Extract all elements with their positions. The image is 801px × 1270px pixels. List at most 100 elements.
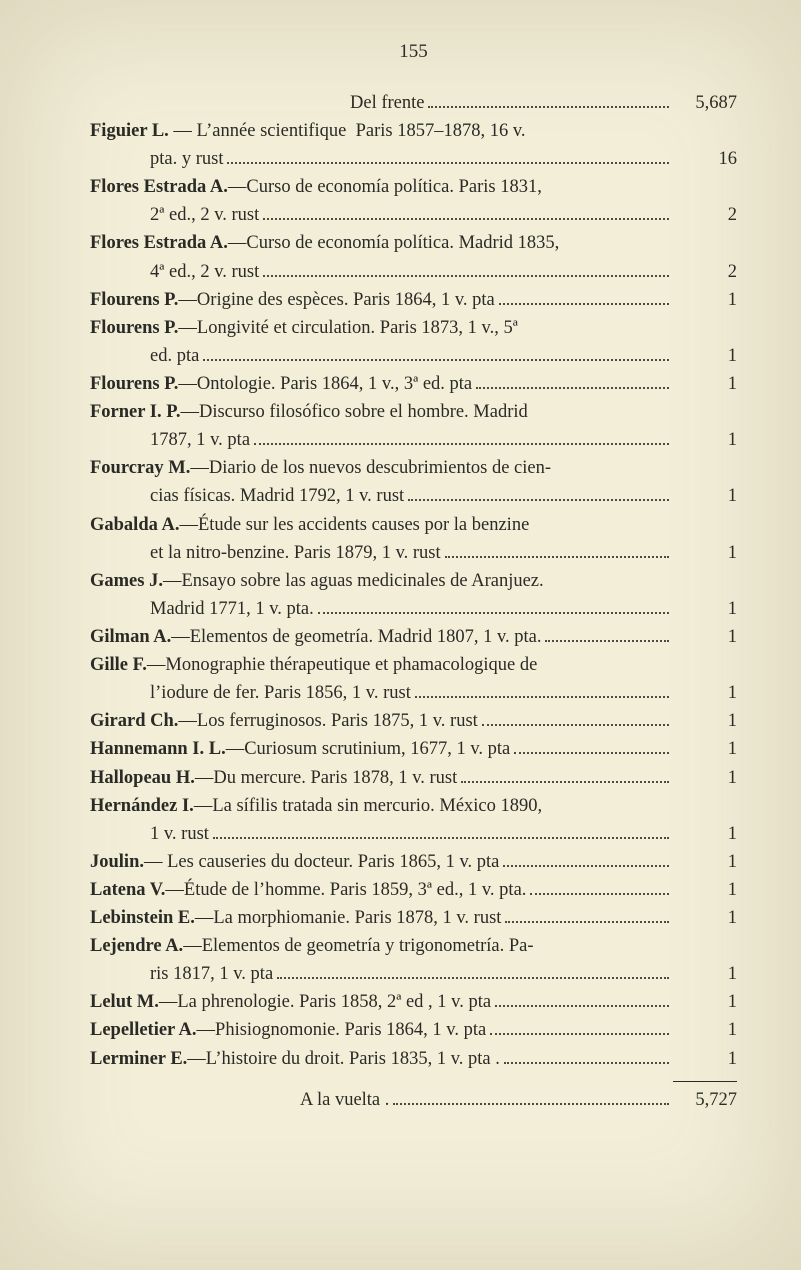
catalog-line-price: 1	[675, 960, 737, 988]
catalog-line-price: 2	[675, 201, 737, 229]
carry-over-row: A la vuelta . 5,727	[90, 1086, 737, 1114]
catalog-line-text: 2ª ed., 2 v. rust	[90, 201, 259, 229]
catalog-line-price: 16	[675, 145, 737, 173]
catalog-line-text: ris 1817, 1 v. pta	[90, 960, 273, 988]
leader-dots	[504, 1046, 669, 1064]
leader-dots	[408, 484, 669, 502]
catalog-line-text: Madrid 1771, 1 v. pta.	[90, 595, 314, 623]
catalog-line-text: Joulin.— Les causeries du docteur. Paris…	[90, 848, 499, 876]
leader-dots	[545, 624, 669, 642]
catalog-line: Hernández I.—La sífilis tratada sin merc…	[90, 792, 737, 820]
catalog-line: Girard Ch.—Los ferruginosos. Paris 1875,…	[90, 707, 737, 735]
catalog-line: Lejendre A.—Elementos de geometría y tri…	[90, 932, 737, 960]
catalog-line-price: 1	[675, 707, 737, 735]
leader-dots	[495, 990, 669, 1008]
catalog-line: 1 v. rust1	[90, 820, 737, 848]
catalog-line-text: Gilman A.—Elementos de geometría. Madrid…	[90, 623, 541, 651]
carry-over-label: A la vuelta .	[90, 1086, 389, 1114]
catalog-line: Gabalda A.—Étude sur les accidents cause…	[90, 511, 737, 539]
leader-dots	[254, 427, 669, 445]
leader-dots	[482, 709, 669, 727]
catalog-line: Joulin.— Les causeries du docteur. Paris…	[90, 848, 737, 876]
catalog-line-price: 1	[675, 735, 737, 763]
leader-dots	[203, 343, 669, 361]
catalog-line-text: Flourens P.—Ontologie. Paris 1864, 1 v.,…	[90, 370, 472, 398]
catalog-line: Madrid 1771, 1 v. pta.1	[90, 595, 737, 623]
leader-dots	[263, 259, 669, 277]
catalog-line: Flores Estrada A.—Curso de economía polí…	[90, 173, 737, 201]
catalog-line-price: 2	[675, 258, 737, 286]
catalog-line: l’iodure de fer. Paris 1856, 1 v. rust 1	[90, 679, 737, 707]
catalog-line-price: 1	[675, 679, 737, 707]
catalog-line-text: Girard Ch.—Los ferruginosos. Paris 1875,…	[90, 707, 478, 735]
carry-forward-label: Del frente	[90, 89, 424, 117]
catalog-line-text: Hannemann I. L.—Curiosum scrutinium, 167…	[90, 735, 510, 763]
catalog-line: Lerminer E.—L’histoire du droit. Paris 1…	[90, 1045, 737, 1073]
catalog-line-text: 4ª ed., 2 v. rust	[90, 258, 259, 286]
page-number: 155	[90, 38, 737, 67]
catalog-line-text: Lepelletier A.—Phisiognomonie. Paris 186…	[90, 1016, 486, 1044]
catalog-line-price: 1	[675, 848, 737, 876]
carry-forward-row: Del frente 5,687	[90, 89, 737, 117]
catalog-line-text: Lerminer E.—L’histoire du droit. Paris 1…	[90, 1045, 500, 1073]
catalog-line: Forner I. P.—Discurso filosófico sobre e…	[90, 398, 737, 426]
leader-dots	[445, 540, 669, 558]
catalog-line-text: Forner I. P.—Discurso filosófico sobre e…	[90, 398, 528, 426]
leader-dots	[476, 371, 669, 389]
catalog-line-text: Games J.—Ensayo sobre las aguas medicina…	[90, 567, 544, 595]
catalog-line-price: 1	[675, 988, 737, 1016]
catalog-line: Gille F.—Monographie thérapeutique et ph…	[90, 651, 737, 679]
leader-dots	[263, 203, 669, 221]
leader-dots	[393, 1087, 669, 1105]
catalog-line: 2ª ed., 2 v. rust 2	[90, 201, 737, 229]
catalog-line-text: Lelut M.—La phrenologie. Paris 1858, 2ª …	[90, 988, 491, 1016]
catalog-line-text: Gille F.—Monographie thérapeutique et ph…	[90, 651, 537, 679]
catalog-line-text: Flores Estrada A.—Curso de economía polí…	[90, 229, 559, 257]
catalog-line: Games J.—Ensayo sobre las aguas medicina…	[90, 567, 737, 595]
catalog-line-price: 1	[675, 876, 737, 904]
catalog-line-price: 1	[675, 623, 737, 651]
catalog-line: et la nitro-benzine. Paris 1879, 1 v. ru…	[90, 539, 737, 567]
total-rule	[673, 1081, 737, 1082]
catalog-line-text: Flourens P.—Origine des espèces. Paris 1…	[90, 286, 495, 314]
catalog-line-text: l’iodure de fer. Paris 1856, 1 v. rust	[90, 679, 411, 707]
catalog-line-text: Fourcray M.—Diario de los nuevos descubr…	[90, 454, 551, 482]
catalog-line-text: Flores Estrada A.—Curso de economía polí…	[90, 173, 542, 201]
catalog-line-text: cias físicas. Madrid 1792, 1 v. rust	[90, 482, 404, 510]
catalog-line: Lepelletier A.—Phisiognomonie. Paris 186…	[90, 1016, 737, 1044]
catalog-line-price: 1	[675, 286, 737, 314]
catalog-line: Figuier L. — L’année scientifique Paris …	[90, 117, 737, 145]
catalog-line-text: Lebinstein E.—La morphiomanie. Paris 187…	[90, 904, 501, 932]
catalog-line-price: 1	[675, 820, 737, 848]
catalog-line-text: ed. pta	[90, 342, 199, 370]
catalog-line-price: 1	[675, 342, 737, 370]
catalog-line-text: Figuier L. — L’année scientifique Paris …	[90, 117, 526, 145]
catalog-line-price: 1	[675, 904, 737, 932]
catalog-line-text: Gabalda A.—Étude sur les accidents cause…	[90, 511, 529, 539]
leader-dots	[514, 737, 669, 755]
leader-dots	[503, 849, 669, 867]
catalog-line-text: Flourens P.—Longivité et circulation. Pa…	[90, 314, 518, 342]
catalog-line: Hallopeau H.—Du mercure. Paris 1878, 1 v…	[90, 764, 737, 792]
catalog-line: Flourens P.—Longivité et circulation. Pa…	[90, 314, 737, 342]
catalog-line: cias físicas. Madrid 1792, 1 v. rust 1	[90, 482, 737, 510]
catalog-line-price: 1	[675, 482, 737, 510]
catalog-line: Flourens P.—Origine des espèces. Paris 1…	[90, 286, 737, 314]
catalog-line: Lebinstein E.—La morphiomanie. Paris 187…	[90, 904, 737, 932]
catalog-line-text: pta. y rust	[90, 145, 223, 173]
leader-dots	[428, 90, 669, 108]
entries-list: Figuier L. — L’année scientifique Paris …	[90, 117, 737, 1073]
catalog-line-text: et la nitro-benzine. Paris 1879, 1 v. ru…	[90, 539, 441, 567]
catalog-line-text: Hallopeau H.—Du mercure. Paris 1878, 1 v…	[90, 764, 457, 792]
catalog-line-text: Hernández I.—La sífilis tratada sin merc…	[90, 792, 542, 820]
catalog-line-price: 1	[675, 370, 737, 398]
catalog-line-text: Lejendre A.—Elementos de geometría y tri…	[90, 932, 534, 960]
leader-dots	[227, 146, 669, 164]
catalog-line: Flourens P.—Ontologie. Paris 1864, 1 v.,…	[90, 370, 737, 398]
catalog-line: ed. pta 1	[90, 342, 737, 370]
catalog-line-text: Latena V.—Étude de l’homme. Paris 1859, …	[90, 876, 526, 904]
catalog-line-price: 1	[675, 539, 737, 567]
carry-over-value: 5,727	[675, 1086, 737, 1114]
catalog-line: 4ª ed., 2 v. rust 2	[90, 258, 737, 286]
catalog-line-price: 1	[675, 426, 737, 454]
